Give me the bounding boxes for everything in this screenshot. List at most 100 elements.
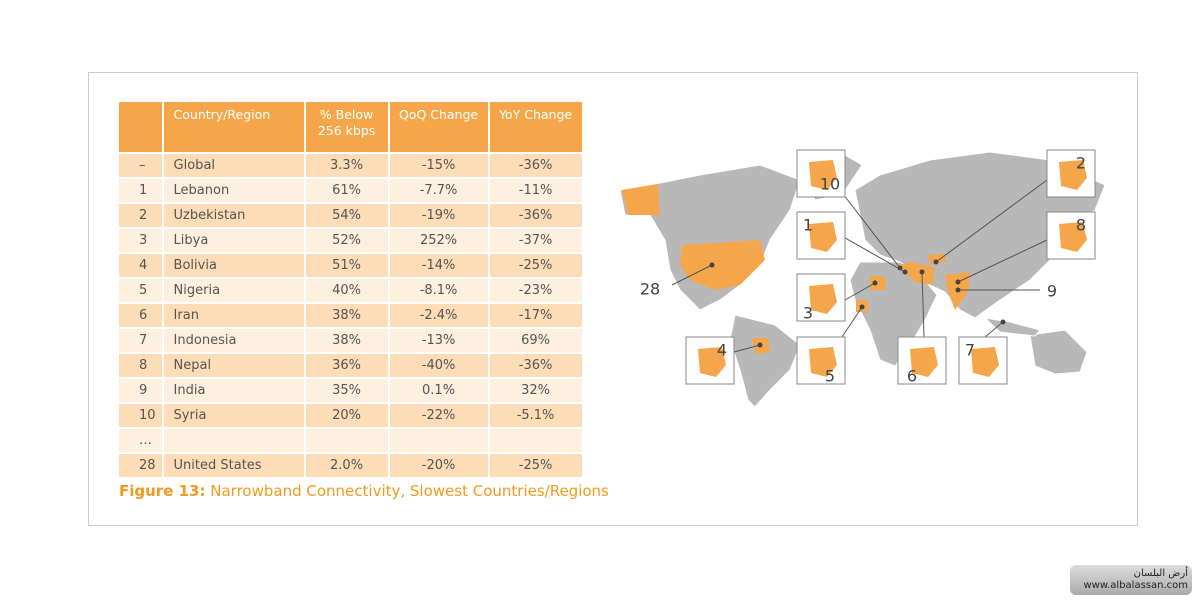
table-row: 8 Nepal 36% -40% -36% [119, 352, 582, 378]
leader-dot [955, 287, 961, 293]
callout-number: 8 [1076, 216, 1086, 235]
table-row: 5 Nigeria 40% -8.1% -23% [119, 277, 582, 303]
usa [680, 240, 765, 290]
table-cell: Indonesia [161, 327, 305, 353]
table-cell: Libya [161, 227, 305, 253]
table-cell: -23% [487, 277, 582, 303]
header-cell: Country/Region [161, 102, 305, 153]
table-cell: -14% [387, 252, 489, 278]
leader-line [839, 189, 901, 269]
caption-text: Narrowband Connectivity, Slowest Countri… [210, 482, 609, 500]
watermark: أرض البلسان www.albalassan.com [1070, 565, 1192, 595]
leader-line [921, 271, 925, 338]
table-row: 3 Libya 52% 252% -37% [119, 227, 582, 253]
caption: Figure 13: Narrowband Connectivity, Slow… [119, 482, 609, 500]
table-cell: 3.3% [303, 152, 389, 178]
table-cell: Syria [161, 402, 305, 428]
callout-number: 28 [640, 280, 660, 299]
callout-number: 5 [825, 367, 835, 386]
country-shape [809, 284, 837, 314]
alaska [622, 184, 660, 215]
table-row: … [119, 427, 582, 453]
leader-dot [897, 265, 903, 271]
leader-dot [757, 342, 763, 348]
leader-dot [902, 269, 908, 275]
table-cell: Nepal [161, 352, 305, 378]
table-cell: 7 [119, 327, 163, 353]
table-cell: Iran [161, 302, 305, 328]
table-cell: -20% [387, 452, 489, 477]
table-row: 2 Uzbekistan 54% -19% -36% [119, 202, 582, 228]
table-cell: 38% [303, 327, 389, 353]
table-cell: United States [161, 452, 305, 477]
table-cell: 38% [303, 302, 389, 328]
country-shape [1059, 160, 1087, 190]
table-cell: 54% [303, 202, 389, 228]
table-cell: -40% [387, 352, 489, 378]
table-cell: 9 [119, 377, 163, 403]
table-cell: -8.1% [387, 277, 489, 303]
leader-line [733, 344, 761, 353]
table-cell: 69% [487, 327, 582, 353]
country-shape [809, 347, 837, 377]
watermark-name: أرض البلسان [1133, 568, 1188, 579]
table-cell: -25% [487, 252, 582, 278]
table-cell: -25% [487, 452, 582, 477]
callout-number: 6 [907, 367, 917, 386]
table-cell: -5.1% [487, 402, 582, 428]
table-cell: 6 [119, 302, 163, 328]
middle-east [898, 262, 935, 285]
table-cell: -15% [387, 152, 489, 178]
table-cell [161, 427, 305, 453]
callout-number: 9 [1047, 282, 1057, 301]
table-cell: 2 [119, 202, 163, 228]
header-cell: % Below 256 kbps [303, 102, 389, 153]
table-cell [303, 427, 389, 453]
table-cell [387, 427, 489, 453]
header-row: Country/Region% Below 256 kbps QoQ Change… [119, 102, 582, 153]
table-row: 4 Bolivia 51% -14% -25% [119, 252, 582, 278]
table-cell: – [119, 152, 163, 178]
country-shape [809, 160, 837, 190]
indonesia [983, 317, 1041, 337]
table-cell: 35% [303, 377, 389, 403]
table-cell: 51% [303, 252, 389, 278]
table-cell: 52% [303, 227, 389, 253]
australia [1029, 329, 1088, 375]
table-cell: 28 [119, 452, 163, 477]
table-cell: 3 [119, 227, 163, 253]
leader-line [671, 264, 713, 286]
leader-dot [919, 269, 925, 275]
header-cell: YoY Change [487, 102, 582, 153]
table-cell: -17% [487, 302, 582, 328]
header-cell [119, 102, 163, 153]
table-cell: -11% [487, 177, 582, 203]
table-cell: 36% [303, 352, 389, 378]
table-cell: India [161, 377, 305, 403]
table-cell: -7.7% [387, 177, 489, 203]
table-row: 28 United States 2.0% -20% -25% [119, 452, 582, 477]
data-table: Country/Region% Below 256 kbps QoQ Change… [119, 102, 582, 477]
figure-frame [88, 72, 1138, 526]
table-cell: Nigeria [161, 277, 305, 303]
table-row: 6 Iran 38% -2.4% -17% [119, 302, 582, 328]
north-america [619, 164, 801, 311]
libya [870, 276, 886, 290]
table-cell: Lebanon [161, 177, 305, 203]
table-cell: 61% [303, 177, 389, 203]
country-shape [971, 347, 999, 377]
country-shape [910, 347, 938, 377]
callout-number: 10 [820, 175, 840, 194]
table-row: 10 Syria 20% -22% -5.1% [119, 402, 582, 428]
header-cell: QoQ Change [387, 102, 489, 153]
table-row: 7 Indonesia 38% -13% 69% [119, 327, 582, 353]
table-cell: 2.0% [303, 452, 389, 477]
table-cell: -19% [387, 202, 489, 228]
table-cell: -36% [487, 352, 582, 378]
table-cell [487, 427, 582, 453]
table-cell: 10 [119, 402, 163, 428]
table-cell: 32% [487, 377, 582, 403]
leader-dot [955, 279, 961, 285]
table-cell: Uzbekistan [161, 202, 305, 228]
